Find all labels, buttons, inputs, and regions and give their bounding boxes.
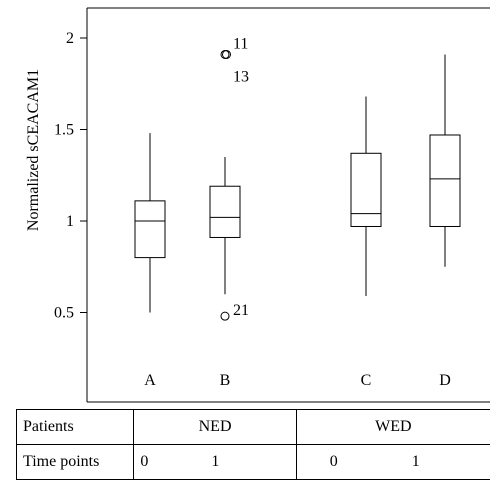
outlier-label: 21 — [233, 302, 249, 319]
outliers-layer: 11 13 21 — [220, 35, 249, 321]
box-iqr — [429, 134, 461, 227]
category-label: D — [439, 372, 451, 389]
group-ned: NED — [133, 409, 297, 445]
category-label: A — [144, 372, 156, 389]
time-point-wed-1: 1 — [411, 453, 420, 470]
time-point-ned-0: 0 — [140, 453, 149, 470]
box-b: B — [209, 156, 241, 389]
y-tick-label: 2 — [66, 30, 74, 47]
outlier-label: 13 — [233, 68, 249, 85]
time-point-wed-0: 0 — [329, 453, 338, 470]
box-c: C — [350, 96, 382, 389]
box-d: D — [429, 54, 461, 389]
outlier-point — [220, 311, 230, 321]
y-axis-ticks: 0.5 1 1.5 2 — [54, 30, 87, 322]
ned-time-points: 0 1 — [133, 444, 297, 480]
outlier-point — [222, 49, 231, 59]
design-table: Patients NED WED Time points 0 1 0 1 — [15, 409, 490, 480]
time-points-label: Time points — [15, 444, 135, 480]
box-iqr — [134, 200, 166, 259]
time-points-row: Time points 0 1 0 1 — [15, 444, 490, 480]
y-tick-label: 1 — [66, 213, 74, 230]
boxplot-chart: 0.5 1 1.5 2 A B C D 11 13 21 Normalized sCEACAM1 — [25, 7, 490, 403]
plot-axes — [86, 7, 490, 403]
outlier-label: 11 — [233, 35, 248, 52]
y-axis-label: Normalized sCEACAM1 — [25, 69, 42, 231]
patients-row: Patients NED WED — [15, 409, 490, 445]
box-iqr — [350, 152, 382, 227]
time-point-ned-1: 1 — [211, 453, 220, 470]
box-iqr — [209, 185, 241, 238]
y-tick-label: 1.5 — [54, 122, 74, 139]
y-tick-label: 0.5 — [54, 305, 74, 322]
boxes-layer: A B C D — [134, 54, 461, 389]
category-label: B — [220, 372, 231, 389]
wed-time-points: 0 1 — [295, 444, 490, 480]
box-a: A — [134, 133, 166, 389]
category-label: C — [361, 372, 372, 389]
group-wed: WED — [295, 409, 490, 445]
patients-label: Patients — [15, 409, 135, 445]
